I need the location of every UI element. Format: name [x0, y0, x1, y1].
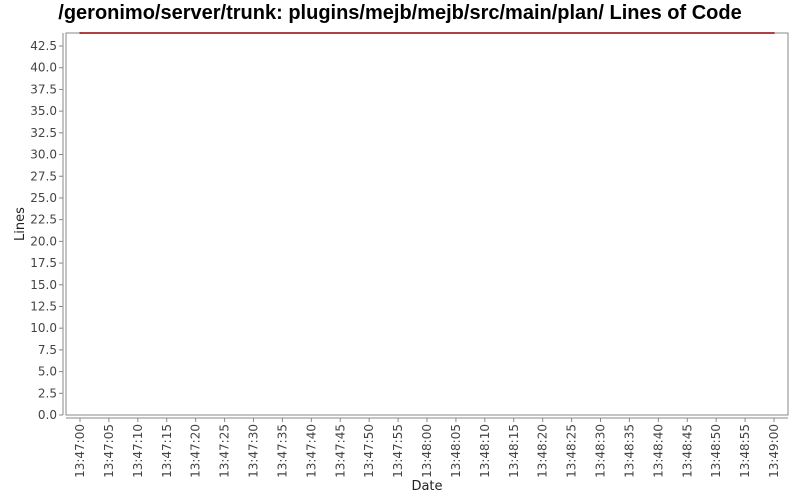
y-tick-label: 25.0: [30, 191, 57, 205]
series-point: [773, 32, 775, 34]
x-axis-ticks: 13:47:00 13:47:05 13:47:10 13:47:15 13:47:20…: [73, 418, 781, 478]
x-tick-label: 13:48:20: [536, 424, 550, 478]
y-tick-label: 32.5: [30, 126, 57, 140]
x-tick-label: 13:48:50: [709, 424, 723, 478]
x-tick-label: 13:48:05: [449, 424, 463, 478]
x-tick-label: 13:47:10: [131, 424, 145, 478]
y-tick-label: 37.5: [30, 82, 57, 96]
x-tick-label: 13:48:55: [738, 424, 752, 478]
x-tick-label: 13:47:45: [333, 424, 347, 478]
y-tick-label: 20.0: [30, 234, 57, 248]
x-tick-label: 13:47:00: [73, 424, 87, 478]
x-tick-label: 13:47:35: [275, 424, 289, 478]
x-axis-label: Date: [411, 479, 442, 494]
y-tick-label: 22.5: [30, 213, 57, 227]
x-tick-label: 13:47:15: [160, 424, 174, 478]
x-tick-label: 13:47:55: [391, 424, 405, 478]
y-axis-label: Lines: [13, 207, 28, 241]
x-tick-label: 13:48:25: [565, 424, 579, 478]
x-tick-label: 13:47:05: [102, 424, 116, 478]
y-tick-label: 15.0: [30, 278, 57, 292]
y-axis-ticks: 0.0 2.5 5.0 7.5 10.0 12.5 15.0 17.5 20.0 22.5 25.0…: [30, 39, 63, 422]
x-tick-label: 13:48:00: [420, 424, 434, 478]
y-tick-label: 12.5: [30, 299, 57, 313]
x-tick-label: 13:49:00: [767, 424, 781, 478]
x-tick-label: 13:48:30: [594, 424, 608, 478]
y-tick-label: 42.5: [30, 39, 57, 53]
y-tick-label: 35.0: [30, 104, 57, 118]
y-tick-label: 5.0: [38, 365, 57, 379]
x-tick-label: 13:48:15: [507, 424, 521, 478]
y-tick-label: 0.0: [38, 408, 57, 422]
chart-title: /geronimo/server/trunk: plugins/mejb/mej…: [58, 2, 742, 24]
x-tick-label: 13:48:40: [651, 424, 665, 478]
x-tick-label: 13:47:30: [247, 424, 261, 478]
y-tick-label: 27.5: [30, 169, 57, 183]
x-tick-label: 13:47:25: [218, 424, 232, 478]
y-tick-label: 2.5: [38, 386, 57, 400]
x-tick-label: 13:48:10: [478, 424, 492, 478]
y-tick-label: 40.0: [30, 61, 57, 75]
series-point: [79, 32, 81, 34]
plot-area: [65, 32, 789, 416]
x-tick-label: 13:47:50: [362, 424, 376, 478]
x-tick-label: 13:47:20: [189, 424, 203, 478]
x-tick-label: 13:48:45: [680, 424, 694, 478]
y-tick-label: 10.0: [30, 321, 57, 335]
series-layer: [79, 32, 775, 34]
y-tick-label: 30.0: [30, 148, 57, 162]
y-tick-label: 17.5: [30, 256, 57, 270]
x-tick-label: 13:47:40: [304, 424, 318, 478]
x-tick-label: 13:48:35: [622, 424, 636, 478]
y-tick-label: 7.5: [38, 343, 57, 357]
